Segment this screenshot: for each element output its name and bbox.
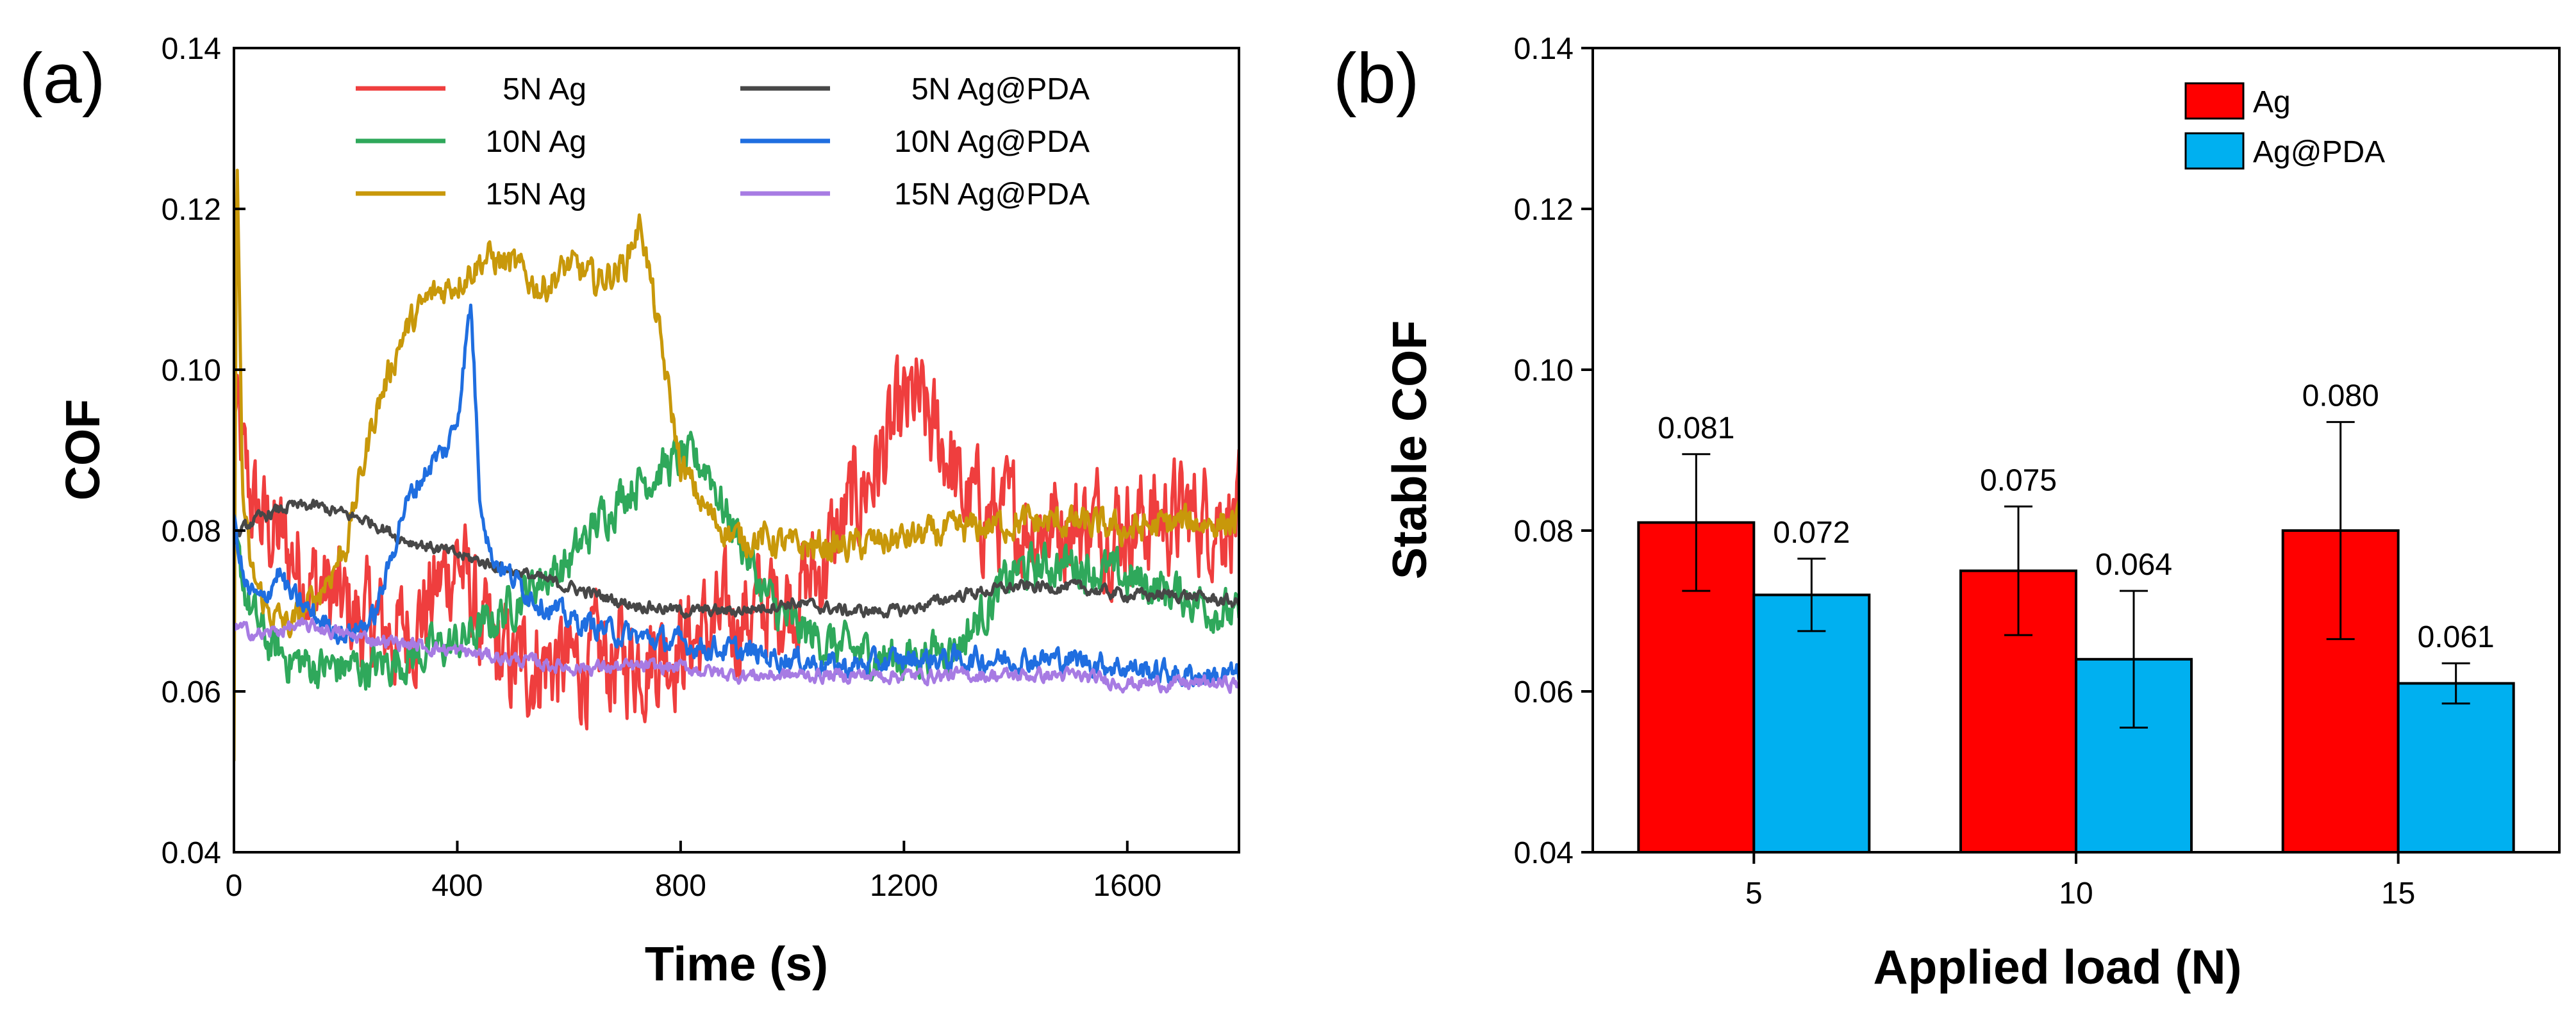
bar-ag-pda-5 [1752,593,1871,854]
legend-swatch-ag [2184,82,2245,120]
x-tick-label: 1200 [870,869,938,903]
panel-a-y-axis-title: COF [56,399,110,500]
legend-label-10n-ag-pda: 10N Ag@PDA [894,125,1090,159]
y-tick-label: 0.06 [162,675,221,709]
legend-label-10n-ag: 10N Ag [486,125,586,159]
y-tick-label: 0.12 [1514,193,1574,227]
y-tick-label: 0.04 [162,836,221,870]
data-label: 0.081 [1658,411,1734,445]
legend-label-5n-ag-pda: 5N Ag@PDA [911,72,1090,106]
panel-a-axes-frame [233,47,1240,854]
legend-label-5n-ag: 5N Ag [503,72,586,106]
panel-a-plot-area [234,169,1239,761]
series-line-15n-ag [234,169,1239,761]
legend-label-15n-ag: 15N Ag [486,177,586,211]
data-label: 0.080 [2302,379,2379,413]
y-tick-label: 0.08 [162,515,221,549]
legend-label-ag-pda: Ag@PDA [2253,135,2385,169]
x-tick-label: 15 [2381,877,2415,911]
panel-a-line-chart: (a) 0 400 800 1200 16000.040.060.080.100.120… [19,32,1240,991]
bar-ag-pda-15 [2397,682,2515,854]
x-tick-label: 400 [431,869,483,903]
data-label: 0.064 [2095,548,2172,582]
x-tick-label: 10 [2059,877,2093,911]
y-tick-label: 0.08 [1514,515,1574,549]
panel-b-legend: Ag Ag@PDA [2184,82,2385,170]
panel-b-ticks: 5 10 15 0.04 0.06 0.08 0.10 0.12 0.14 [1514,32,2416,911]
y-tick-label: 0.14 [162,32,221,66]
panel-b-bar-chart: (b) 0.081 0.072 0.075 0.064 0.080 0.061 5 10 15… [1333,32,2561,994]
panel-b-label: (b) [1333,39,1419,118]
series-line-5n-ag-pda [234,499,1239,620]
panel-a-ticks: 0 400 800 1200 1600 0.04 0.06 0.08 0.10 0.12 0.14 [162,32,1162,903]
y-tick-label: 0.10 [1514,354,1574,388]
y-tick-label: 0.04 [1514,836,1574,870]
panel-b-plot-area: 0.081 0.072 0.075 0.064 0.080 0.061 [1637,379,2515,854]
series-line-5n-ag [234,354,1239,730]
series-line-10n-ag [234,431,1239,691]
panel-a-legend: 5N Ag 10N Ag 15N Ag 5N Ag@PDA 10N Ag@PDA 15N … [356,72,1090,211]
y-tick-label: 0.06 [1514,675,1574,709]
legend-swatch-ag-pda [2184,132,2245,170]
y-tick-label: 0.14 [1514,32,1574,66]
panel-b-y-axis-title: Stable COF [1383,320,1436,579]
legend-label-15n-ag-pda: 15N Ag@PDA [894,177,1090,211]
panel-b-x-axis-title: Applied load (N) [1874,940,2242,994]
data-label: 0.072 [1773,516,1850,550]
legend-label-ag: Ag [2253,85,2291,119]
x-tick-label: 1600 [1093,869,1161,903]
x-tick-label: 0 [226,869,243,903]
y-tick-label: 0.10 [162,354,221,388]
data-label: 0.075 [1980,463,2057,497]
panel-a-x-axis-title: Time (s) [645,937,828,991]
x-tick-label: 5 [1745,877,1763,911]
panel-a-label: (a) [19,39,105,118]
series-line-10n-ag-pda [234,303,1239,688]
x-tick-label: 800 [655,869,706,903]
data-label: 0.061 [2418,620,2495,654]
y-tick-label: 0.12 [162,193,221,227]
series-line-15n-ag-pda [234,616,1239,694]
